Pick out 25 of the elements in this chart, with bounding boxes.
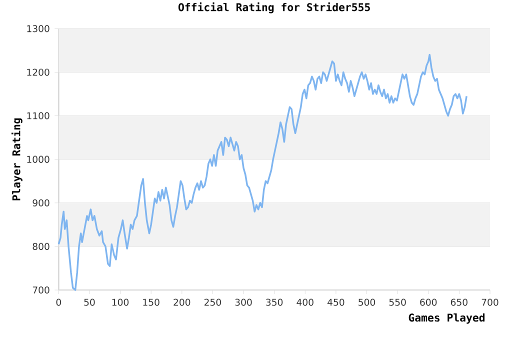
x-tick-label: 400 [296, 298, 314, 306]
x-tick-label: 650 [450, 298, 468, 306]
x-tick-label: 550 [389, 298, 406, 306]
x-tick-label: 100 [112, 298, 129, 306]
chart-title: Official Rating for Strider555 [178, 2, 370, 14]
x-axis-title: Games Played [408, 313, 485, 324]
x-tick-label: 150 [143, 298, 160, 306]
y-tick-label: 900 [32, 199, 50, 206]
y-tick-label: 1000 [27, 156, 50, 163]
x-tick-label: 0 [56, 298, 62, 306]
x-tick-label: 450 [328, 298, 344, 306]
y-tick-label: 800 [32, 242, 50, 250]
x-tick-label: 50 [84, 298, 95, 306]
y-tick-label: 1100 [27, 112, 50, 120]
x-tick-label: 600 [420, 298, 437, 306]
y-tick-label: 1200 [27, 68, 50, 76]
x-tick-label: 700 [482, 298, 498, 306]
x-tick-label: 200 [174, 298, 190, 306]
x-tick-label: 350 [266, 298, 283, 306]
y-tick-label: 700 [32, 286, 50, 294]
x-tick-label: 500 [358, 298, 376, 306]
x-tick-label: 300 [235, 298, 252, 306]
x-tick-label: 250 [204, 298, 221, 306]
y-tick-label: 1300 [27, 25, 50, 32]
y-axis-title: Player Rating [12, 118, 22, 200]
